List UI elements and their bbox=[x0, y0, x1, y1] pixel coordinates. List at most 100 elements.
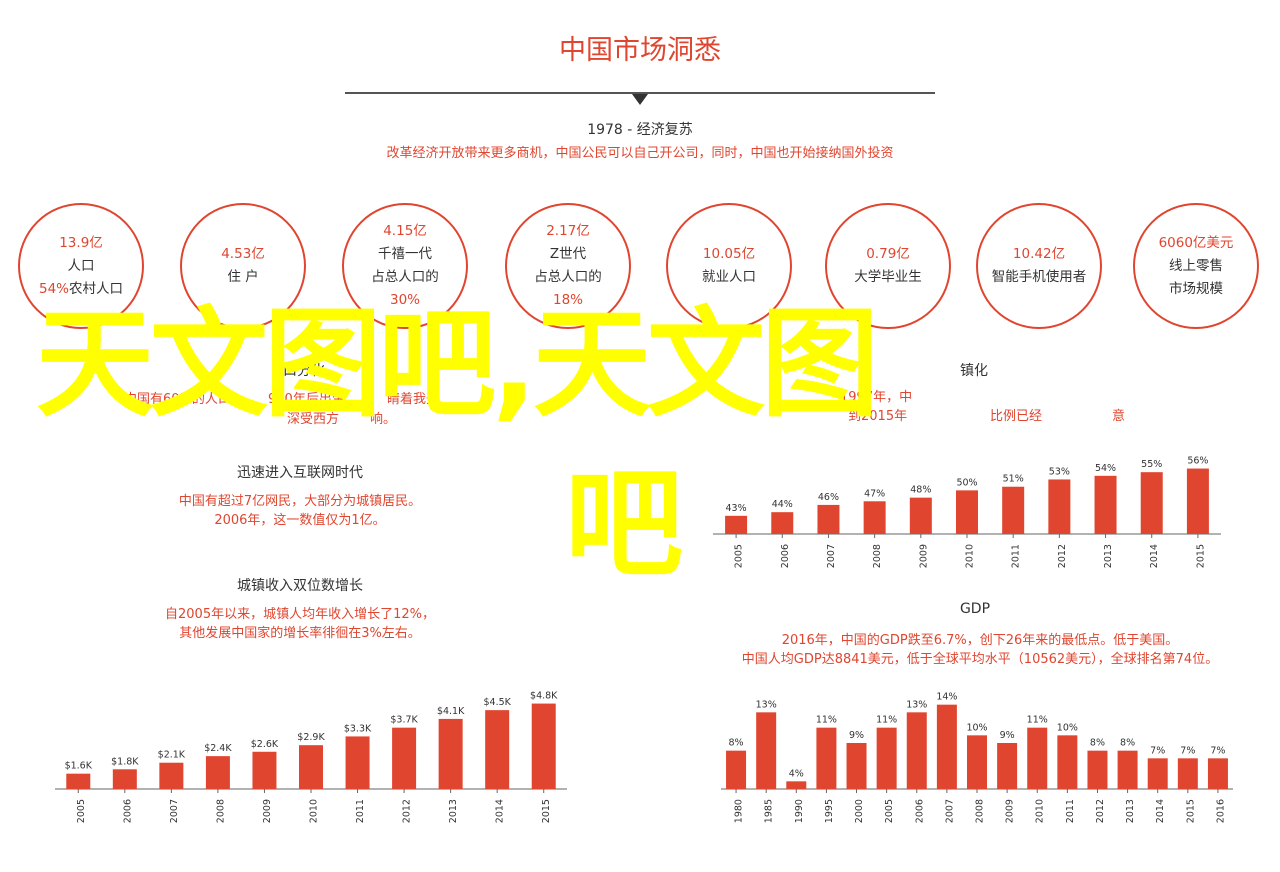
data-label: 14% bbox=[936, 692, 957, 703]
stat-label: 人口 bbox=[67, 257, 95, 274]
page-title: 中国市场洞悉 bbox=[559, 35, 721, 66]
section-text: 睛着我开 bbox=[387, 392, 440, 407]
tick-label: 2012 bbox=[402, 799, 413, 823]
data-label: 11% bbox=[816, 715, 837, 726]
stat-circle-gen-z: 2.17亿 Z世代 占总人口的 18% bbox=[505, 203, 631, 329]
data-label: $2.9K bbox=[297, 732, 325, 743]
data-label: 9% bbox=[1000, 730, 1015, 741]
data-label: $2.4K bbox=[204, 743, 232, 754]
stat-value: 6060亿美元 bbox=[1158, 234, 1234, 251]
bar bbox=[1147, 758, 1168, 789]
section-text: 自2005年以来，城镇人均年收入增长了12%， bbox=[165, 607, 435, 622]
data-label: 48% bbox=[910, 485, 931, 496]
section-title-urbanization: 镇化 bbox=[960, 363, 988, 379]
stat-label-extra: 占总人口的 bbox=[371, 269, 439, 285]
data-label: $4.5K bbox=[483, 697, 511, 708]
stat-circle-online-retail: 6060亿美元 线上零售 市场规模 bbox=[1133, 203, 1259, 329]
bar bbox=[956, 490, 978, 534]
stat-circle-graduates: 0.79亿 大学毕业生 bbox=[825, 203, 951, 329]
stat-circle-employment: 10.05亿 就业人口 bbox=[666, 203, 792, 329]
tick-label: 2005 bbox=[884, 799, 895, 823]
stat-label: 就业人口 bbox=[702, 269, 756, 285]
tick-label: 2006 bbox=[780, 544, 791, 568]
section-title-gdp: GDP bbox=[959, 601, 991, 617]
tick-label: 2009 bbox=[262, 799, 273, 823]
tick-label: 2010 bbox=[309, 799, 320, 823]
data-label: 50% bbox=[956, 477, 977, 488]
bar bbox=[205, 756, 230, 789]
tick-label: 2016 bbox=[1215, 799, 1226, 823]
bar bbox=[997, 743, 1018, 789]
bar bbox=[863, 501, 886, 534]
data-label: 7% bbox=[1210, 745, 1225, 756]
section-text: 响。 bbox=[370, 412, 397, 427]
stat-label: 大学毕业生 bbox=[854, 269, 922, 285]
bar bbox=[112, 769, 137, 789]
tick-label: 2015 bbox=[541, 799, 552, 823]
tick-label: 2011 bbox=[1065, 799, 1076, 823]
bar bbox=[159, 762, 184, 789]
data-label: 10% bbox=[1057, 722, 1078, 733]
stat-percent: 18% bbox=[552, 292, 583, 308]
tick-label: 2008 bbox=[872, 544, 883, 568]
tick-label: 2011 bbox=[1011, 544, 1022, 568]
stat-label-extra: 农村人口 bbox=[69, 280, 123, 297]
section-text: 中国有超过7亿网民，大部分为城镇居民。 bbox=[178, 494, 422, 509]
tick-label: 2013 bbox=[1103, 544, 1114, 568]
data-label: $3.3K bbox=[344, 723, 372, 734]
bar bbox=[66, 773, 91, 789]
stat-value: 0.79亿 bbox=[866, 246, 910, 262]
bar bbox=[1027, 727, 1048, 789]
data-label: 51% bbox=[1003, 474, 1024, 485]
stat-value: 13.9亿 bbox=[59, 234, 103, 251]
bar bbox=[771, 512, 794, 534]
bar bbox=[438, 718, 463, 789]
section-text: 2006年，这一数值仅为1亿。 bbox=[214, 513, 386, 528]
timeline-description: 改革经济开放带来更多商机，中国公民可以自己开公司，同时，中国也开始接纳国外投资 bbox=[386, 146, 894, 161]
watermark-text-line2: 吧 bbox=[565, 455, 683, 593]
tick-label: 1995 bbox=[824, 799, 835, 823]
data-label: $2.1K bbox=[158, 750, 186, 761]
tick-label: 2009 bbox=[1005, 799, 1016, 823]
bar bbox=[1094, 475, 1117, 534]
bar bbox=[909, 497, 932, 534]
data-label: $3.7K bbox=[390, 715, 418, 726]
data-label: 11% bbox=[876, 715, 897, 726]
data-label: 47% bbox=[864, 488, 885, 499]
bar bbox=[392, 727, 417, 789]
section-title-income: 城镇收入双位数增长 bbox=[237, 578, 363, 594]
data-label: $2.6K bbox=[251, 739, 279, 750]
bar bbox=[1057, 735, 1078, 789]
data-label: $4.1K bbox=[437, 706, 465, 717]
tick-label: 2015 bbox=[1195, 544, 1206, 568]
data-label: 7% bbox=[1180, 745, 1195, 756]
stat-circle-millennials: 4.15亿 千禧一代 占总人口的 30% bbox=[342, 203, 468, 329]
bar bbox=[846, 743, 867, 789]
tick-label: 2015 bbox=[1185, 799, 1196, 823]
data-label: 13% bbox=[906, 699, 927, 710]
tick-label: 2006 bbox=[914, 799, 925, 823]
tick-label: 2000 bbox=[854, 799, 865, 823]
bar bbox=[725, 515, 748, 534]
section-text: 中国有60%的人口 bbox=[124, 392, 231, 407]
tick-label: 2010 bbox=[1035, 799, 1046, 823]
tick-label: 2008 bbox=[975, 799, 986, 823]
data-label: 7% bbox=[1150, 745, 1165, 756]
data-label: 44% bbox=[772, 499, 793, 510]
stat-percent: 30% bbox=[389, 292, 420, 308]
data-label: 9% bbox=[849, 730, 864, 741]
section-text: 到2015年 bbox=[848, 409, 908, 424]
tick-label: 1985 bbox=[764, 799, 775, 823]
tick-label: 2012 bbox=[1095, 799, 1106, 823]
bar bbox=[816, 727, 837, 789]
stat-percent: 54% bbox=[38, 280, 69, 297]
bar bbox=[299, 745, 323, 789]
tick-label: 2009 bbox=[918, 544, 929, 568]
tick-label: 2014 bbox=[1155, 799, 1166, 823]
timeline-year-heading: 1978 - 经济复苏 bbox=[587, 122, 693, 138]
stat-value: 4.15亿 bbox=[383, 223, 427, 239]
bar bbox=[1140, 472, 1163, 534]
data-label: 56% bbox=[1187, 456, 1208, 467]
section-text: 中国人均GDP达8841美元，低于全球平均水平（10562美元），全球排名第74… bbox=[741, 652, 1219, 667]
